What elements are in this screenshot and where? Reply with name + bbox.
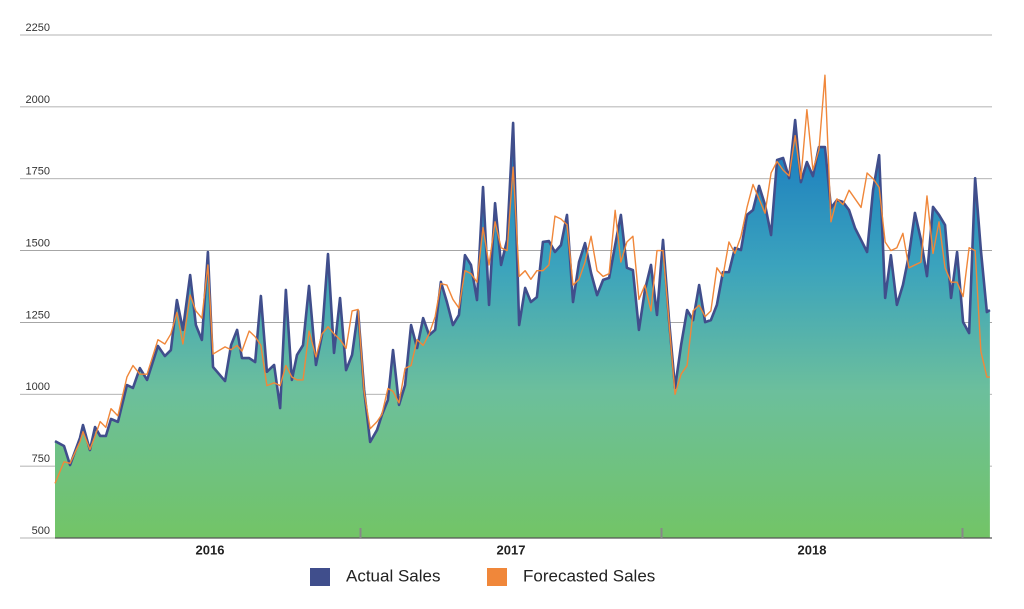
y-tick-label: 1750 — [26, 166, 50, 178]
x-tick-label: 2017 — [497, 542, 526, 557]
x-tick-label: 2016 — [196, 542, 225, 557]
y-tick-label: 1250 — [26, 309, 50, 321]
legend-label: Actual Sales — [346, 566, 441, 585]
x-tick-label: 2018 — [798, 542, 827, 557]
y-tick-label: 2250 — [26, 22, 50, 34]
y-tick-label: 500 — [32, 525, 50, 537]
legend-swatch — [310, 568, 330, 586]
y-tick-label: 1500 — [26, 237, 50, 249]
y-tick-label: 1000 — [26, 381, 50, 393]
legend-label: Forecasted Sales — [523, 566, 655, 585]
y-tick-label: 750 — [32, 453, 50, 465]
legend-swatch — [487, 568, 507, 586]
y-tick-label: 2000 — [26, 94, 50, 106]
area — [55, 120, 990, 538]
line — [54, 74, 990, 484]
